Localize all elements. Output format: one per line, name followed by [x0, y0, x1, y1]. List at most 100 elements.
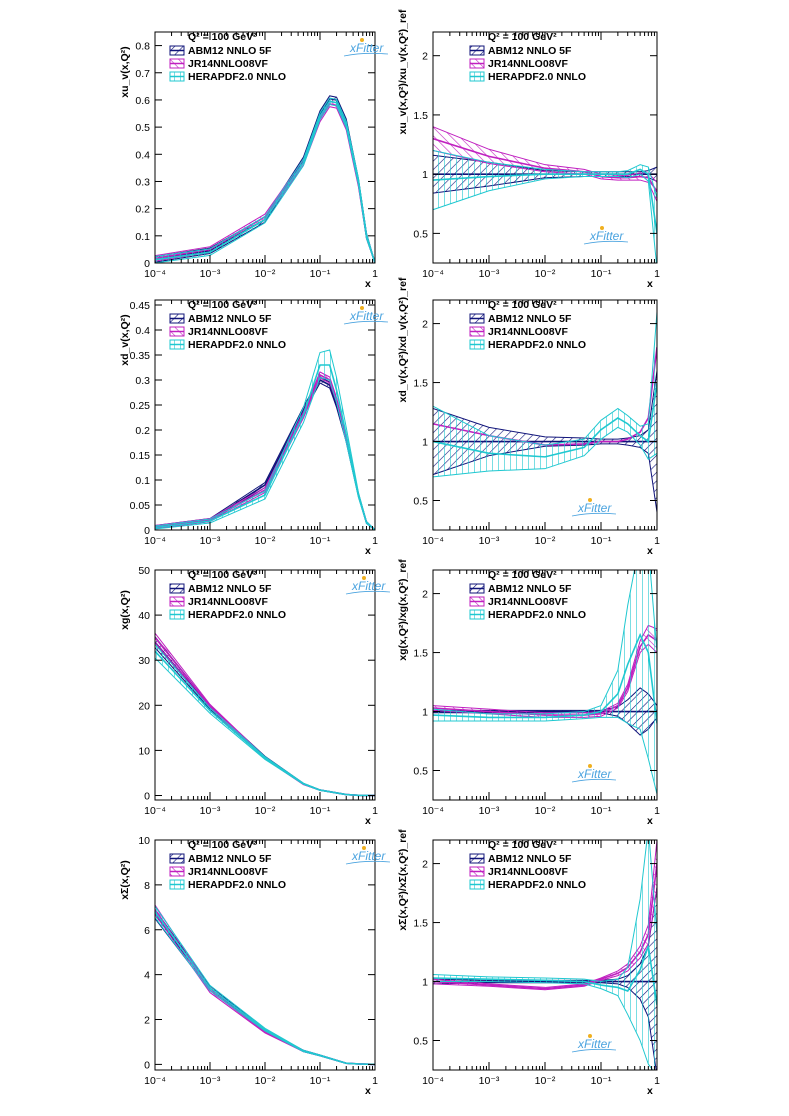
y-tick-label: 0.4: [135, 325, 150, 337]
y-tick-label: 0.5: [413, 1036, 428, 1048]
y-tick-label: 10: [138, 745, 150, 757]
y-tick-label: 20: [138, 700, 150, 712]
series-line: [155, 378, 375, 530]
chart-panel-6: 10⁻⁴ 10⁻³ 10⁻² 10⁻¹ 1x0.511.52xg(x,Q²)/xg(x,…: [397, 559, 660, 827]
y-tick-label: 1: [422, 437, 428, 449]
logo-text: xFitter: [351, 849, 386, 863]
y-tick-label: 2: [422, 319, 428, 331]
x-tick-label: 10⁻³: [479, 535, 500, 547]
y-axis-title: xd_v(x,Q²): [119, 314, 131, 365]
legend: Q² = 100 GeV² ABM12 NNLO 5FJR14NNLO08VFHE…: [169, 839, 286, 891]
legend-item-label: HERAPDF2.0 NNLO: [188, 609, 286, 621]
error-band: [155, 376, 375, 530]
x-tick-label: 10⁻¹: [591, 535, 612, 547]
y-tick-label: 0: [144, 258, 150, 270]
legend-item-label: ABM12 NNLO 5F: [488, 313, 572, 325]
error-band: [155, 643, 375, 796]
x-tick-label: 10⁻³: [200, 1075, 221, 1087]
legend-item-label: JR14NNLO08VF: [488, 866, 569, 878]
x-axis-title: x: [647, 815, 653, 827]
legend: Q² = 100 GeV² ABM12 NNLO 5FJR14NNLO08VFHE…: [169, 31, 286, 83]
x-axis-title: x: [647, 278, 653, 290]
legend-header: Q² = 100 GeV²: [488, 839, 557, 851]
xfitter-logo: xFitter: [343, 38, 389, 57]
x-tick-label: 10⁻³: [479, 268, 500, 280]
y-tick-label: 2: [422, 51, 428, 63]
legend-item-label: ABM12 NNLO 5F: [488, 45, 572, 57]
chart-panel-7: 10⁻⁴ 10⁻³ 10⁻² 10⁻¹ 1x 0 2 4 6 8 10 xΣ(x,Q²) Q² = 10…: [119, 835, 391, 1097]
xfitter-logo: xFitter: [345, 576, 391, 595]
y-axis-title: xd_v(x,Q²)/xd_v(x,Q²)_ref: [397, 277, 409, 402]
x-tick-label: 10⁻³: [479, 1075, 500, 1087]
error-band: [433, 570, 657, 795]
xfitter-logo: xFitter: [343, 306, 389, 325]
plot-area: [155, 904, 375, 1066]
logo-text: xFitter: [349, 41, 384, 55]
x-tick-label: 1: [372, 805, 378, 817]
y-tick-label: 0.5: [413, 496, 428, 508]
x-tick-label: 10⁻²: [535, 805, 556, 817]
legend-header: Q² = 100 GeV²: [188, 31, 257, 43]
legend-item-label: HERAPDF2.0 NNLO: [488, 609, 586, 621]
legend-header: Q² = 100 GeV²: [488, 299, 557, 311]
legend-item-label: JR14NNLO08VF: [188, 326, 269, 338]
legend-header: Q² = 100 GeV²: [488, 569, 557, 581]
x-tick-label: 10⁻²: [535, 268, 556, 280]
x-tick-label: 10⁻¹: [591, 805, 612, 817]
y-tick-label: 10: [138, 835, 150, 847]
series-line: [155, 911, 375, 1066]
y-tick-label: 2: [422, 589, 428, 601]
plot-area: [433, 311, 657, 513]
y-tick-label: 0.05: [130, 500, 151, 512]
x-tick-label: 1: [372, 535, 378, 547]
y-tick-label: 4: [144, 970, 150, 982]
logo-text: xFitter: [577, 767, 612, 781]
legend-item-label: HERAPDF2.0 NNLO: [188, 71, 286, 83]
y-tick-label: 0.8: [135, 41, 150, 53]
series-line: [155, 650, 375, 797]
x-axis-title: x: [365, 815, 371, 827]
error-band: [155, 904, 375, 1065]
error-band: [433, 311, 657, 478]
error-band: [155, 371, 375, 530]
chart-panel-2: 10⁻⁴ 10⁻³ 10⁻² 10⁻¹ 1x0.511.52xu_v(x,Q²)/xu_…: [397, 9, 660, 290]
x-tick-label: 1: [654, 805, 660, 817]
x-tick-label: 10⁻¹: [310, 268, 331, 280]
y-tick-label: 0: [144, 1059, 150, 1071]
legend-item-label: JR14NNLO08VF: [188, 866, 269, 878]
x-tick-label: 10⁻¹: [310, 805, 331, 817]
xfitter-logo: xFitter: [571, 1034, 617, 1053]
x-tick-label: 10⁻³: [200, 805, 221, 817]
y-axis-title: xg(x,Q²)/xg(x,Q²)_ref: [397, 559, 409, 661]
y-tick-label: 6: [144, 925, 150, 937]
x-tick-label: 10⁻⁴: [144, 1075, 166, 1087]
x-tick-label: 10⁻¹: [591, 268, 612, 280]
chart-panel-4: 10⁻⁴ 10⁻³ 10⁻² 10⁻¹ 1x0.511.52xd_v(x,Q²)/xd_…: [397, 277, 660, 557]
logo-text: xFitter: [577, 1037, 612, 1051]
legend-item-label: ABM12 NNLO 5F: [188, 313, 272, 325]
x-axis-title: x: [647, 1085, 653, 1097]
y-tick-label: 0.1: [135, 475, 150, 487]
x-axis-title: x: [365, 1085, 371, 1097]
plot-area: [433, 570, 657, 795]
error-band: [155, 632, 375, 796]
chart-panel-5: 10⁻⁴ 10⁻³ 10⁻² 10⁻¹ 1x 0 10 20 30 40 50 xg(x,Q²) Q² …: [119, 565, 391, 827]
y-tick-label: 40: [138, 610, 150, 622]
y-tick-label: 1: [422, 977, 428, 989]
legend-item-label: HERAPDF2.0 NNLO: [188, 339, 286, 351]
legend-item-label: ABM12 NNLO 5F: [188, 853, 272, 865]
legend-item-label: HERAPDF2.0 NNLO: [488, 71, 586, 83]
series-line: [155, 641, 375, 797]
y-axis-title: xΣ(x,Q²)/xΣ(x,Q²)_ref: [397, 829, 409, 931]
y-tick-label: 50: [138, 565, 150, 577]
logo-text: xFitter: [351, 579, 386, 593]
logo-text: xFitter: [577, 501, 612, 515]
y-tick-label: 0.6: [135, 95, 150, 107]
x-tick-label: 10⁻⁴: [144, 535, 166, 547]
y-tick-label: 30: [138, 655, 150, 667]
xfitter-logo: xFitter: [571, 498, 617, 517]
error-band: [155, 100, 375, 263]
y-tick-label: 0.7: [135, 68, 150, 80]
y-tick-label: 0.2: [135, 425, 150, 437]
